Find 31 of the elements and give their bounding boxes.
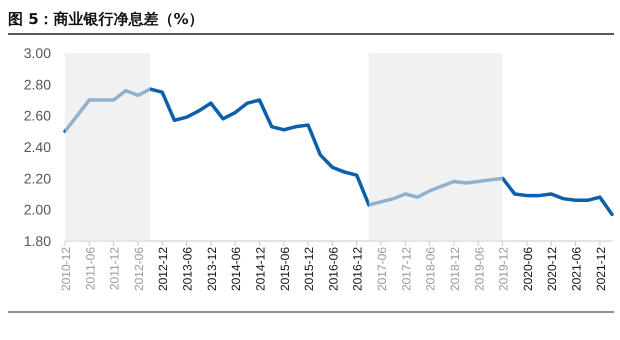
y-tick-label: 3.00: [24, 45, 52, 61]
x-tick-label: 2019-06: [472, 246, 486, 292]
x-tick-label: 2014-12: [253, 246, 268, 292]
chart-title: 图 5：商业银行净息差（%）: [8, 10, 204, 28]
x-tick-label: 2018-06: [424, 246, 438, 292]
x-tick-label: 2020-06: [520, 246, 535, 292]
x-tick-label: 2016-06: [326, 246, 340, 292]
x-tick-label: 2015-12: [302, 246, 316, 292]
y-tick-label: 2.40: [24, 139, 52, 155]
x-tick-label: 2018-12: [448, 246, 462, 292]
x-tick-label: 2017-06: [375, 246, 390, 292]
y-tick-label: 2.60: [24, 108, 52, 124]
x-tick-label: 2021-12: [594, 246, 608, 292]
x-tick-label: 2013-12: [204, 246, 219, 292]
x-tick-label: 2020-12: [545, 246, 560, 292]
x-tick-label: 2012-06: [132, 246, 146, 292]
x-tick-label: 2012-12: [156, 246, 170, 292]
x-tick-label: 2013-06: [180, 246, 195, 292]
x-tick-label: 2015-06: [278, 246, 292, 292]
y-tick-label: 1.80: [24, 233, 52, 249]
x-tick-label: 2010-12: [59, 246, 73, 292]
x-tick-label: 2016-12: [350, 246, 365, 292]
y-tick-label: 2.20: [24, 170, 52, 186]
x-tick-label: 2019-12: [496, 246, 511, 292]
x-tick-label: 2014-06: [229, 246, 244, 292]
y-tick-label: 2.00: [24, 202, 52, 218]
y-tick-label: 2.80: [24, 76, 52, 92]
x-tick-label: 2011-12: [108, 246, 122, 290]
x-tick-label: 2017-12: [399, 246, 414, 292]
x-tick-label: 2011-06: [83, 246, 98, 290]
x-tick-label: 2021-06: [570, 246, 584, 292]
